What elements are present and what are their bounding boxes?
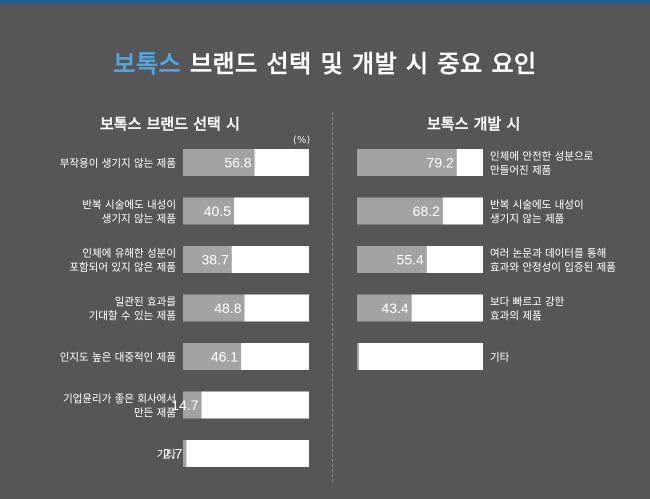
left-category-line: 부작용이 생기지 않는 제품 — [60, 158, 177, 170]
title-rest: 브랜드 선택 및 개발 시 중요 요인 — [181, 50, 537, 78]
right-category-line: 만들어진 제품 — [490, 165, 552, 177]
left-category-line: 인체에 유해한 성분이 — [82, 247, 176, 260]
right-bar-2 — [357, 197, 443, 225]
right-bar-track-5 — [357, 343, 483, 370]
left-category-line: 기타 — [157, 449, 177, 461]
left-category-label-7: 기타 — [157, 449, 177, 461]
left-value-label-7: 2.7 — [163, 446, 183, 462]
right-category-line: 반복 시술에도 내성이 — [490, 199, 584, 211]
left-bar-track-6 — [183, 391, 309, 419]
right-category-line: 효과의 제품 — [490, 310, 542, 322]
unit-label: (%) — [293, 135, 311, 146]
title-highlight: 보톡스 — [113, 50, 182, 78]
left-category-line: 일관된 효과를 — [115, 295, 177, 308]
left-value-label-2: 40.5 — [204, 203, 231, 219]
right-bar-5 — [357, 343, 359, 370]
left-category-line: 만든 제품 — [134, 407, 176, 419]
left-bar-2 — [183, 197, 235, 225]
left-value-label-4: 48.8 — [214, 300, 241, 316]
top-accent-bar — [0, 0, 650, 4]
left-bar-6 — [183, 391, 202, 419]
left-category-line: 반복 시술에도 내성이 — [82, 199, 176, 211]
left-bar-4 — [183, 294, 245, 322]
right-value-label-4: 43.4 — [381, 300, 408, 316]
page-title: 보톡스 브랜드 선택 및 개발 시 중요 요인 — [0, 44, 650, 79]
left-bar-5 — [183, 343, 242, 370]
right-value-label-1: 79.2 — [427, 155, 454, 171]
right-category-label-5: 기타 — [490, 352, 510, 364]
right-bar-3 — [357, 246, 427, 273]
left-bar-7 — [183, 440, 187, 467]
left-value-label-5: 46.1 — [211, 349, 238, 365]
left-category-line: 기업윤리가 좋은 회사에서 — [63, 392, 176, 405]
right-bar-4 — [357, 294, 412, 322]
left-category-line: 생기지 않는 제품 — [102, 213, 177, 225]
right-category-line: 보다 빠르고 강한 — [490, 296, 565, 308]
right-category-line: 여러 논문과 데이터를 통해 — [490, 247, 606, 260]
left-category-label-1: 부작용이 생기지 않는 제품 — [60, 158, 177, 170]
left-value-label-6: 14.7 — [171, 397, 198, 413]
left-value-label-1: 56.8 — [224, 155, 251, 171]
left-category-line: 포함되어 있지 않은 제품 — [69, 262, 176, 274]
right-value-label-5: 0.2 — [365, 349, 385, 365]
right-category-line: 기타 — [490, 352, 510, 364]
left-value-label-3: 38.7 — [202, 252, 229, 268]
right-value-label-2: 68.2 — [413, 203, 440, 219]
left-bar-track-7 — [183, 440, 309, 467]
right-category-line: 효과와 안정성이 입증된 제품 — [490, 261, 616, 274]
left-category-label-5: 인지도 높은 대중적인 제품 — [60, 352, 177, 364]
left-category-line: 기대할 수 있는 제품 — [89, 310, 177, 322]
left-section-title: 보톡스 브랜드 선택 시 — [100, 115, 240, 133]
left-bar-3 — [183, 246, 232, 273]
right-bar-1 — [357, 149, 457, 176]
left-bar-1 — [183, 149, 255, 176]
right-value-label-3: 55.4 — [397, 252, 424, 268]
right-category-line: 생기지 않는 제품 — [490, 213, 565, 225]
right-category-line: 인체에 안전한 성분으로 — [490, 151, 594, 163]
left-category-line: 인지도 높은 대중적인 제품 — [60, 352, 177, 364]
center-divider — [332, 112, 333, 482]
right-category-label-3: 여러 논문과 데이터를 통해 효과와 안정성이 입증된 제품 — [490, 247, 616, 274]
right-section-title: 보톡스 개발 시 — [427, 115, 521, 133]
